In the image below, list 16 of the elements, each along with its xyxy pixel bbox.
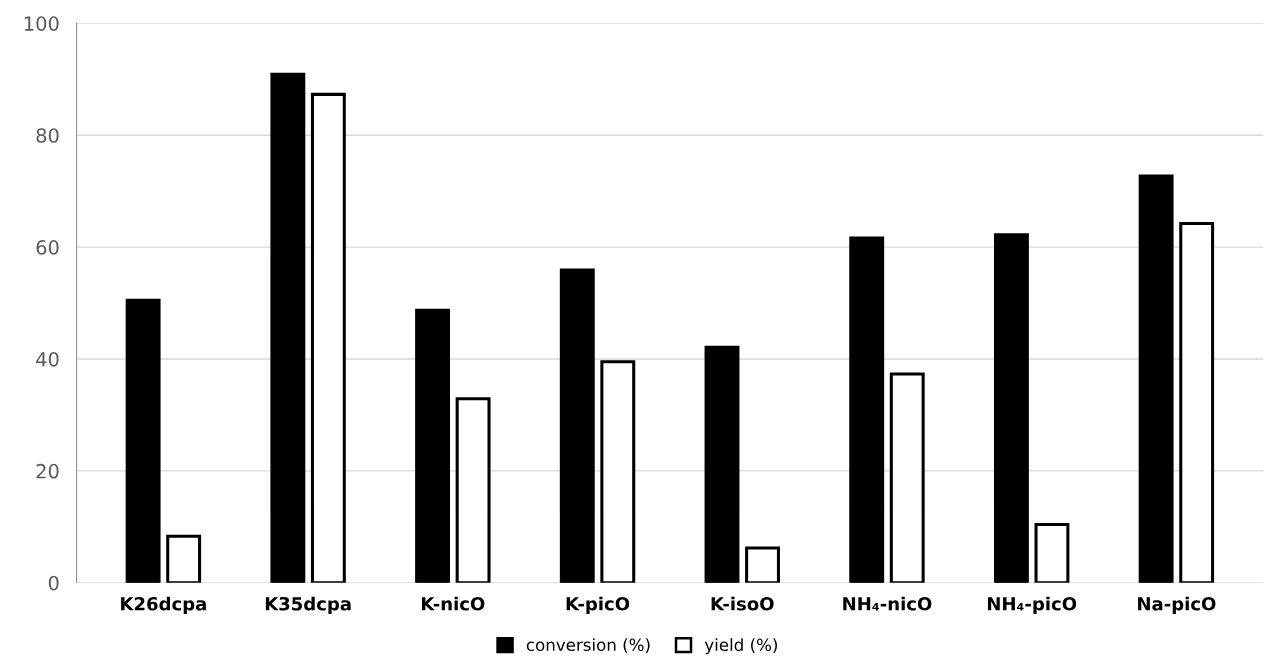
y-tick-label: 100 [24, 16, 59, 31]
y-tick-label: 20 [36, 463, 59, 479]
x-tick-label: Na-picO [1138, 596, 1216, 615]
x-tick-label: K-nicO [421, 596, 485, 611]
x-tick-label: K-picO [566, 596, 630, 615]
x-tick-label: NH₄-picO [987, 596, 1077, 615]
x-tick-label: K35dcpa [265, 596, 351, 615]
x-tick-label: K-isoO [711, 596, 774, 611]
y-tick-label: 40 [36, 351, 59, 367]
y-tick-label: 80 [36, 128, 59, 143]
legend-label: conversion (%) [526, 638, 650, 654]
y-tick-label: 60 [36, 240, 59, 255]
legend-label: yield (%) [704, 638, 777, 655]
y-tick-label: 0 [48, 575, 59, 591]
x-tick-label: K26dcpa [121, 596, 206, 615]
x-tick-label: NH₄-nicO [843, 596, 932, 611]
